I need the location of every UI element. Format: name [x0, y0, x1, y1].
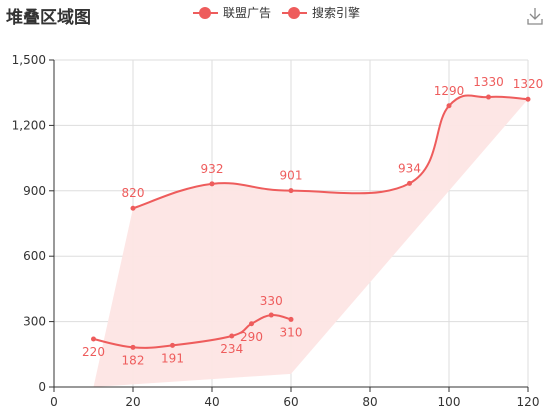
data-label: 934	[398, 161, 421, 175]
chart-title: 堆叠区域图	[6, 8, 91, 28]
area-layer	[93, 95, 528, 387]
legend-item-sousuo[interactable]: 搜索引擎	[282, 4, 360, 21]
axes: 0 20 40 60 80 100 120 0 300 600 900 1,200 1,500	[12, 53, 540, 409]
data-label: 191	[161, 351, 184, 365]
data-label: 290	[240, 330, 263, 344]
legend: 联盟广告 搜索引擎	[0, 0, 550, 24]
data-label: 234	[220, 342, 243, 356]
x-tick-label: 0	[50, 395, 58, 409]
data-point	[288, 316, 294, 322]
x-tick-label: 40	[204, 395, 219, 409]
x-tick-label: 20	[125, 395, 140, 409]
y-tick-label: 1,500	[12, 53, 46, 67]
data-point	[525, 96, 531, 102]
data-point	[229, 333, 235, 339]
legend-label: 联盟广告	[223, 6, 272, 20]
data-point	[249, 321, 254, 327]
data-label: 310	[280, 325, 303, 339]
data-label: 182	[122, 353, 145, 367]
data-label: 932	[201, 162, 224, 176]
data-label: 901	[280, 169, 303, 183]
x-tick-label: 60	[283, 395, 298, 409]
y-tick-label: 0	[38, 380, 46, 394]
data-point	[486, 94, 491, 100]
data-label: 820	[122, 186, 145, 200]
data-point	[446, 103, 452, 109]
data-point	[130, 344, 136, 350]
data-point	[170, 342, 175, 348]
x-tick-label: 80	[362, 395, 377, 409]
data-label: 1290	[434, 84, 465, 98]
data-point	[407, 180, 412, 186]
data-label: 330	[260, 294, 283, 308]
data-point	[91, 336, 96, 342]
y-tick-label: 900	[23, 184, 46, 198]
x-tick-label: 120	[517, 395, 540, 409]
data-point	[209, 181, 215, 187]
y-tick-label: 300	[23, 315, 46, 329]
data-point	[268, 312, 274, 318]
legend-marker-icon	[193, 6, 218, 20]
line-layer	[91, 94, 531, 350]
data-label: 1320	[513, 77, 544, 91]
x-tick-label: 100	[438, 395, 461, 409]
legend-item-lianmeng[interactable]: 联盟广告	[193, 4, 271, 21]
download-icon[interactable]	[524, 5, 546, 27]
data-point	[288, 188, 294, 194]
data-label: 1330	[473, 75, 504, 89]
legend-label: 搜索引擎	[312, 6, 361, 20]
legend-marker-icon	[282, 6, 307, 20]
series-area-fill	[93, 95, 528, 387]
data-label: 220	[82, 345, 105, 359]
y-tick-label: 1,200	[12, 118, 46, 132]
y-tick-label: 600	[23, 249, 46, 263]
data-point	[130, 205, 136, 211]
